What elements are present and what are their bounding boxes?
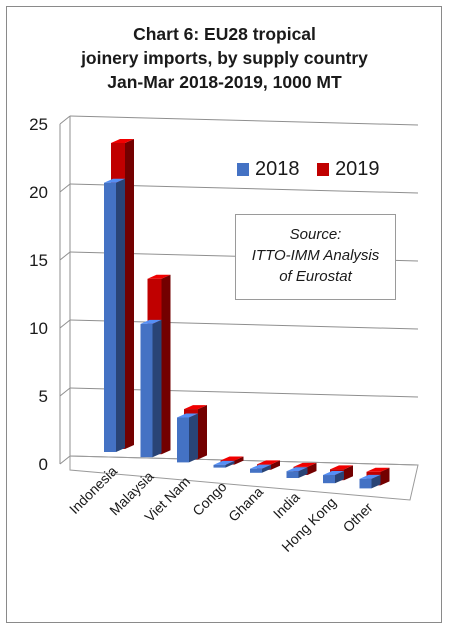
bar-2018 xyxy=(177,417,189,463)
bar-2018-side xyxy=(298,467,308,478)
bar-2018 xyxy=(140,323,153,458)
gridline-side xyxy=(59,251,71,261)
chart-title-line-2: joinery imports, by supply country xyxy=(81,48,368,68)
bar-2018 xyxy=(104,182,116,452)
chart-frame xyxy=(6,6,442,623)
chart-floor xyxy=(69,455,419,501)
bar-2019-top xyxy=(293,462,317,467)
source-annotation: Source: ITTO-IMM Analysis of Eurostat xyxy=(235,214,396,300)
legend-swatch-2018 xyxy=(237,163,249,177)
bar-2019-side xyxy=(161,274,171,455)
y-tick-label: 5 xyxy=(39,387,48,406)
bar-2018-top xyxy=(177,413,198,418)
gridline-side xyxy=(59,387,71,397)
bar-2018-side xyxy=(335,471,344,484)
bar-2019-top xyxy=(147,274,171,279)
bar-2019-top xyxy=(220,456,244,461)
bar-2018-top xyxy=(250,464,271,469)
y-tick-label: 0 xyxy=(39,455,48,474)
bar-2018-side xyxy=(189,413,198,463)
bar-2019-top xyxy=(184,405,207,410)
bar-2019-side xyxy=(234,456,244,465)
bar-2019-top xyxy=(366,467,390,472)
x-tick-label: Congo xyxy=(189,478,230,519)
legend: 2018 2019 xyxy=(237,158,392,181)
bar-2018 xyxy=(213,464,226,468)
bar-2019-side xyxy=(344,465,353,481)
gridline-side xyxy=(59,115,71,125)
bar-2018-side xyxy=(262,464,271,473)
y-tick-label: 25 xyxy=(29,115,48,134)
x-tick-label: India xyxy=(270,489,303,522)
bar-2018-side xyxy=(152,319,162,458)
legend-item-2018: 2018 xyxy=(237,158,300,181)
bar-2019-side xyxy=(198,405,207,460)
source-line-1: Source: xyxy=(289,226,342,243)
bar-2019-side xyxy=(125,139,134,449)
bar-2018-top xyxy=(140,319,162,324)
y-tick-label: 20 xyxy=(29,183,48,202)
bar-2018-side xyxy=(225,460,235,468)
bar-2018-top xyxy=(104,178,125,183)
y-tick-label: 10 xyxy=(29,319,48,338)
bar-2018-side xyxy=(116,178,125,452)
bar-2019-side xyxy=(271,460,280,470)
bar-2019-top xyxy=(330,465,353,470)
bar-2019-top xyxy=(111,139,134,143)
chart-title: Chart 6: EU28 tropical joinery imports, … xyxy=(0,22,449,94)
bar-2018 xyxy=(286,471,299,478)
y-tick-label: 15 xyxy=(29,251,48,270)
bar-2018 xyxy=(323,475,335,484)
legend-label-2018: 2018 xyxy=(255,158,300,181)
x-tick-label: Other xyxy=(340,499,376,535)
source-line-3: of Eurostat xyxy=(279,268,352,285)
x-tick-label: Ghana xyxy=(225,483,266,524)
bar-2019-side xyxy=(307,462,317,475)
legend-swatch-2019 xyxy=(317,163,330,177)
source-line-2: ITTO-IMM Analysis xyxy=(251,247,380,264)
bar-2018-top xyxy=(286,467,308,472)
bar-2018-top xyxy=(213,460,235,465)
gridline xyxy=(69,115,419,126)
bar-2018-top xyxy=(323,471,344,476)
bar-2018 xyxy=(250,468,262,473)
legend-label-2019: 2019 xyxy=(335,158,380,181)
chart-title-line-3: Jan-Mar 2018-2019, 1000 MT xyxy=(107,72,342,92)
bar-2019-side xyxy=(380,467,390,486)
gridline-side xyxy=(59,319,71,329)
bar-2018-top xyxy=(359,474,381,479)
gridline-side xyxy=(59,183,71,193)
bar-2019-top xyxy=(257,460,280,465)
bar-2018-side xyxy=(371,474,381,489)
chart-title-line-1: Chart 6: EU28 tropical xyxy=(133,24,316,44)
gridline-side xyxy=(59,455,71,465)
legend-item-2019: 2019 xyxy=(317,158,380,181)
bar-2018 xyxy=(359,478,372,489)
